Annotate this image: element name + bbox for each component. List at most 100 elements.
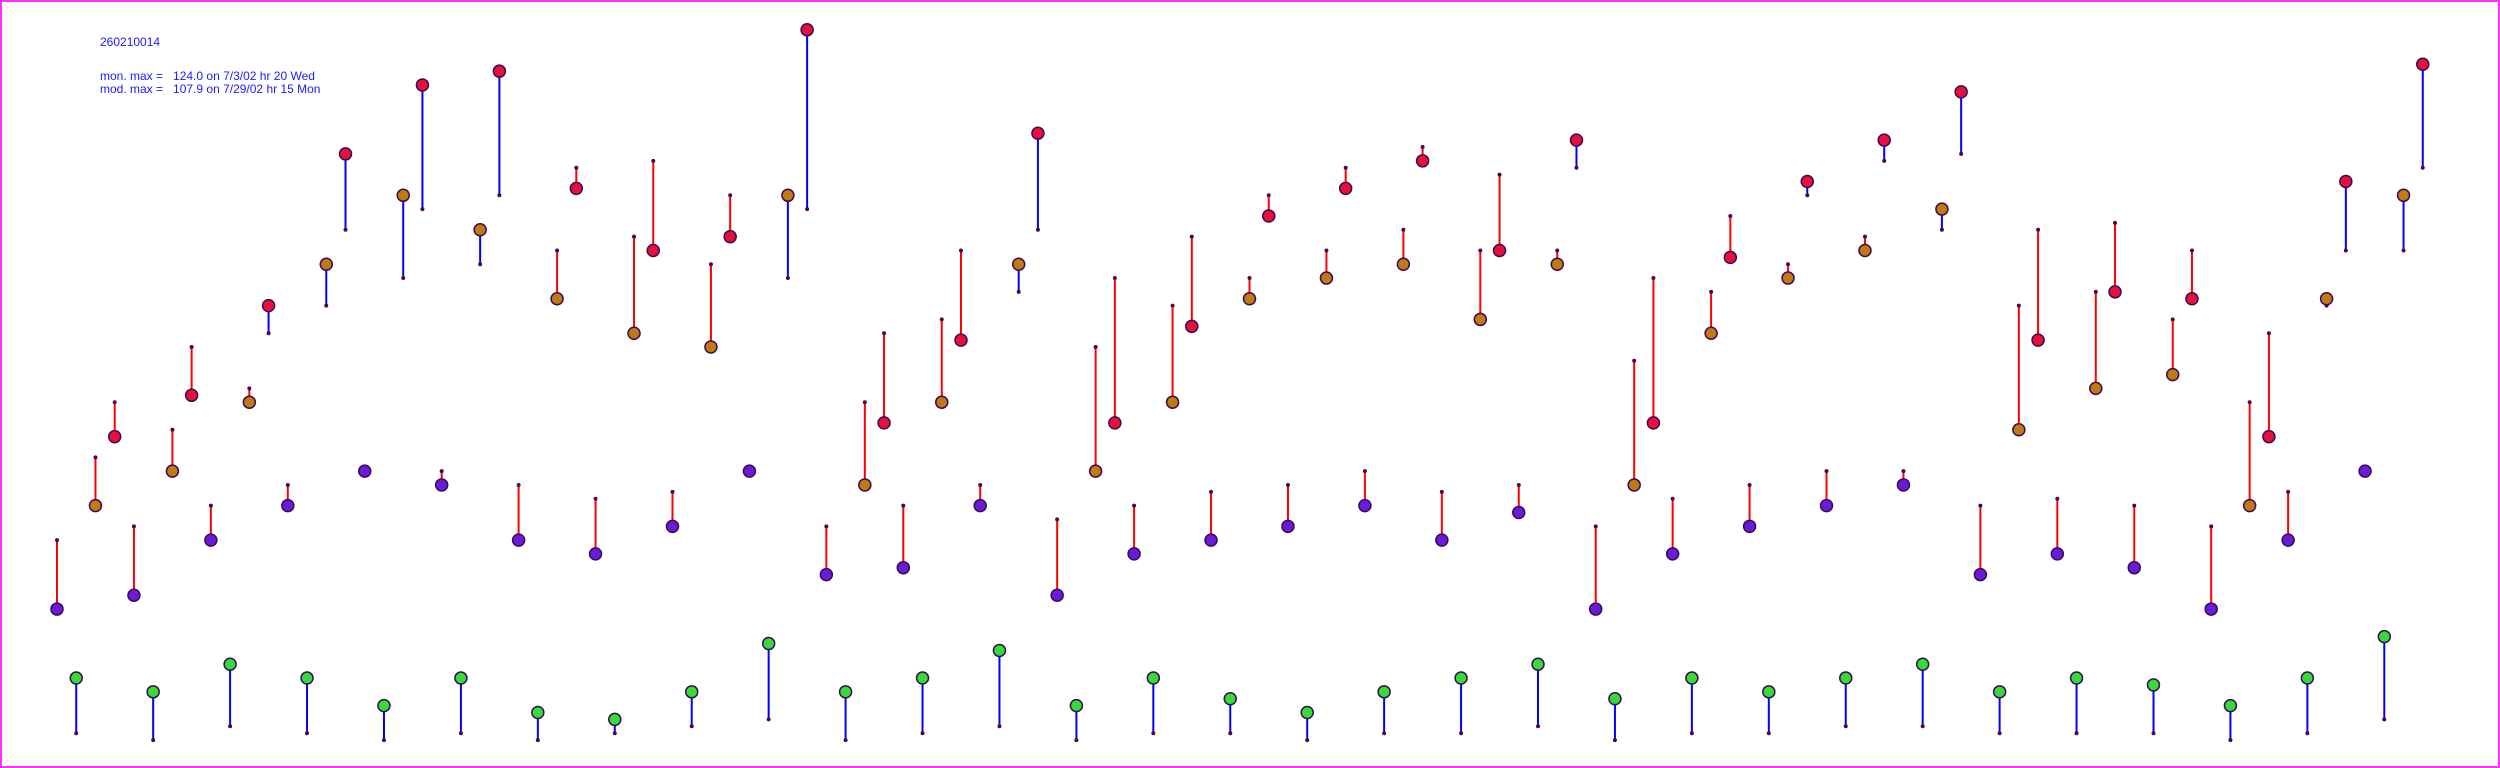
modeled-point [2266,331,2271,336]
monitored-point [1665,547,1680,561]
monitored-point [2377,629,2392,644]
monitored-point [319,257,334,272]
modeled-point [2093,289,2098,294]
modeled-point [1093,345,1098,350]
modeled-point [497,193,502,198]
monitored-point [1915,657,1930,671]
modeled-point [2189,248,2194,253]
monitored-point [954,333,968,347]
monitored-point [1954,85,1968,99]
modeled-max-label: mod. max = 107.9 on 7/29/02 hr 15 Mon [100,82,321,96]
modeled-point [535,738,540,743]
monitored-point [1685,671,1699,685]
monitored-point [1646,416,1661,430]
monitored-point [588,547,603,561]
modeled-point [74,731,79,736]
modeled-point [2074,731,2079,736]
modeled-point [1170,303,1175,308]
modeled-point [1478,248,1483,253]
modeled-point [2247,400,2252,405]
modeled-point [266,331,271,336]
monitored-point [2089,381,2103,396]
modeled-point [285,482,290,487]
monitored-point [665,519,680,534]
monitored-point [569,181,584,196]
monitored-point [2416,57,2430,72]
modeled-point [1266,193,1271,198]
modeled-point [2209,524,2214,529]
monitored-point [1108,416,1122,430]
monitored-point [1742,519,1757,534]
modeled-point [1035,227,1040,232]
modeled-point [93,455,98,460]
monitored-point [1800,174,1815,189]
modeled-point [1285,482,1290,487]
modeled-point [1593,524,1598,529]
monitored-point [1781,271,1795,285]
monitored-point [1473,312,1488,327]
monitored-point [1011,257,1026,272]
monitored-point [1261,209,1276,223]
modeled-point [1112,276,1117,281]
modeled-point [1709,289,1714,294]
modeled-point [1497,172,1502,177]
modeled-point [439,469,444,474]
modeled-point [228,724,233,729]
monitored-point [1185,319,1199,334]
modeled-point [1959,151,1964,156]
modeled-point [843,738,848,743]
modeled-point [170,427,175,432]
monitored-point [1973,567,1988,582]
modeled-point [1324,248,1329,253]
modeled-point [343,227,348,232]
modeled-point [2036,227,2041,232]
monitored-point [1069,698,1084,713]
monitored-point [357,464,372,478]
modeled-point [574,165,579,170]
modeled-point [920,731,925,736]
monitored-point [1146,671,1161,685]
monitored-point [800,23,814,37]
modeled-point [305,731,310,736]
monitored-point [1281,519,1295,534]
modeled-point [247,386,252,391]
modeled-point [766,717,771,722]
modeled-point [997,724,1002,729]
modeled-point [1247,276,1252,281]
modeled-point [458,731,463,736]
monitored-point [434,478,449,492]
monitored-point [107,429,122,444]
monitored-point [2146,678,2161,692]
modeled-point [978,482,983,487]
monitored-point [723,229,737,244]
monitored-point [1992,685,2007,699]
monitored-point [1762,685,1776,699]
modeled-point [2170,317,2175,322]
modeled-point [1189,234,1194,239]
monitored-point [204,533,218,547]
modeled-point [324,303,329,308]
modeled-point [958,248,963,253]
monitored-point [1608,691,1622,706]
modeled-point [112,400,117,405]
monitored-point [165,464,180,478]
monitored-point [184,388,199,403]
modeled-point [1459,731,1464,736]
modeled-point [862,400,867,405]
monitored-point [2223,698,2238,713]
monitored-point [1300,705,1314,720]
modeled-point [2016,303,2021,308]
monitored-point [1088,464,1103,478]
monitored-point [1396,257,1411,272]
modeled-point [208,503,213,508]
monitored-point [146,685,160,699]
modeled-point [1843,724,1848,729]
modeled-point [1132,503,1137,508]
monitored-point [88,498,103,513]
monitored-point [550,291,564,306]
modeled-point [1420,145,1425,150]
monitored-point [1512,505,1526,520]
modeled-point [1728,213,1733,218]
monitored-point [915,671,930,685]
modeled-point [612,731,617,736]
